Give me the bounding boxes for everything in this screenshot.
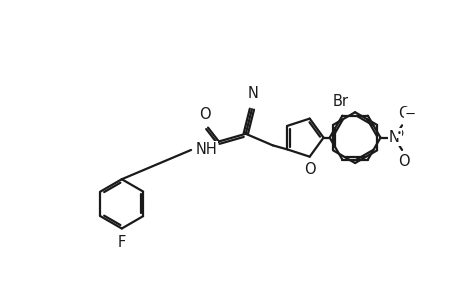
Text: N: N: [247, 86, 258, 101]
Text: •: •: [396, 128, 401, 137]
Text: N: N: [388, 130, 399, 145]
Text: NH: NH: [195, 142, 217, 157]
Text: F: F: [118, 235, 126, 250]
Text: O: O: [199, 107, 210, 122]
Text: O: O: [397, 106, 409, 122]
Text: O: O: [303, 162, 315, 177]
Text: −: −: [403, 108, 414, 121]
Text: Br: Br: [332, 94, 348, 109]
Text: O: O: [397, 154, 409, 169]
